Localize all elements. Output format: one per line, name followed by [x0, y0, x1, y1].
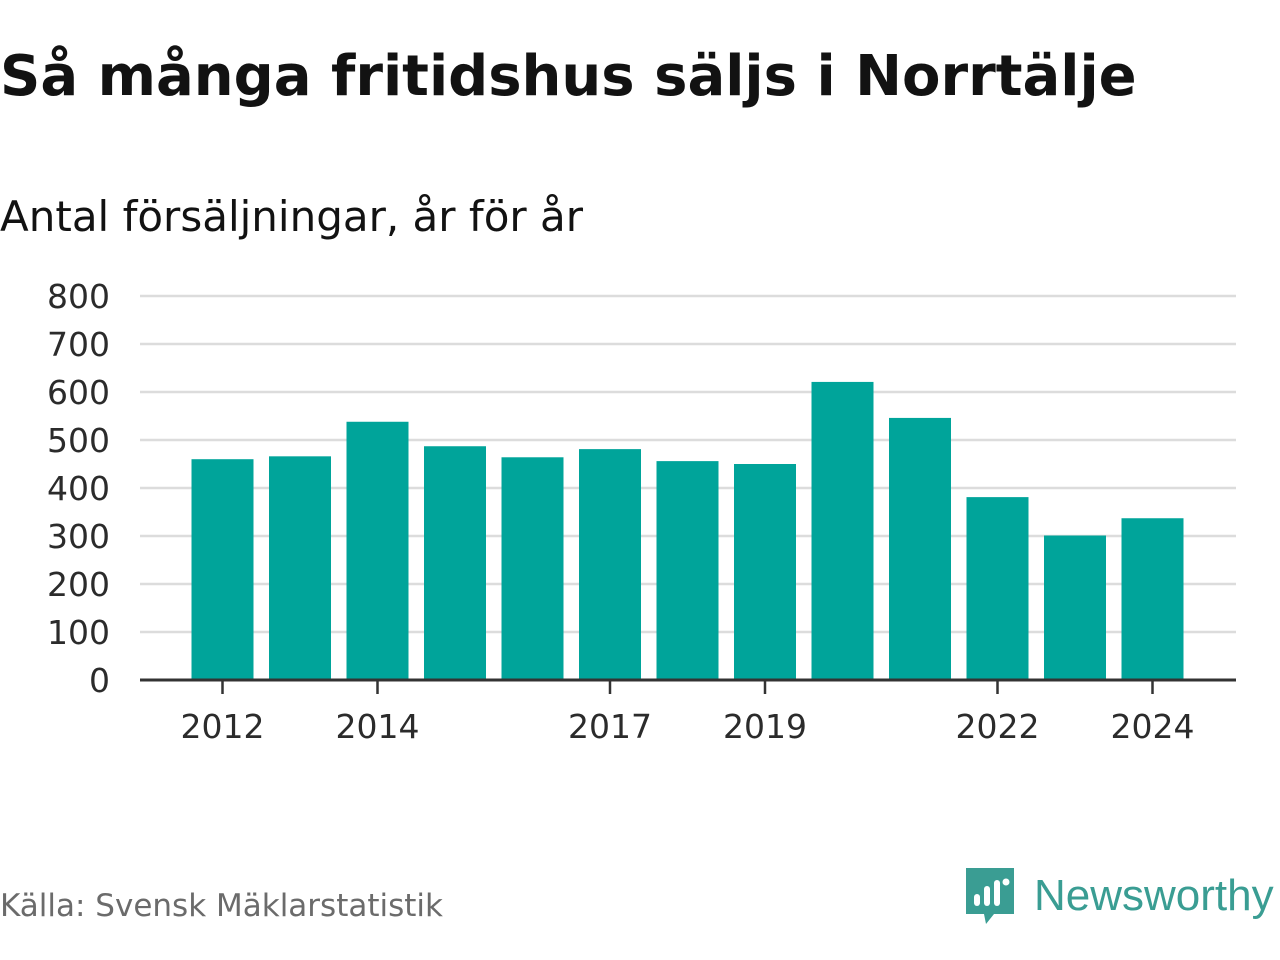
- bar: [501, 457, 564, 680]
- bar: [579, 449, 641, 680]
- bar: [1044, 535, 1106, 680]
- x-tick-label: 2012: [181, 707, 265, 746]
- y-tick-label: 500: [47, 421, 110, 460]
- brand-name: Newsworthy: [1034, 871, 1274, 920]
- bar: [269, 456, 331, 680]
- x-tick-label: 2024: [1111, 707, 1195, 746]
- newsworthy-logo-icon: [966, 868, 1014, 924]
- bar: [191, 459, 254, 680]
- bar: [424, 446, 486, 680]
- x-axis-labels: 2012 2014 2017 2019 2022 2024: [181, 707, 1195, 746]
- bar: [811, 381, 874, 680]
- x-tick-label: 2014: [336, 707, 420, 746]
- y-tick-label: 700: [47, 325, 110, 364]
- bar: [346, 421, 409, 680]
- y-tick-label: 100: [47, 613, 110, 652]
- brand-logo[interactable]: Newsworthy: [964, 866, 1274, 926]
- bar: [1121, 518, 1184, 680]
- x-tick-label: 2022: [956, 707, 1040, 746]
- y-tick-label: 300: [47, 517, 110, 556]
- y-axis-labels: 0 100 200 300 400 500 600 700 800: [47, 277, 110, 700]
- y-tick-label: 0: [89, 661, 110, 700]
- y-tick-label: 800: [47, 277, 110, 316]
- bar: [656, 461, 719, 680]
- x-tick-label: 2019: [723, 707, 807, 746]
- source-note: Källa: Svensk Mäklarstatistik: [0, 888, 443, 924]
- x-tick-label: 2017: [568, 707, 652, 746]
- x-axis: [140, 678, 1236, 694]
- y-tick-label: 600: [47, 373, 110, 412]
- bars: [191, 381, 1184, 680]
- chart-subtitle: Antal försäljningar, år för år: [0, 192, 584, 241]
- y-tick-label: 200: [47, 565, 110, 604]
- bar: [889, 417, 951, 680]
- chart-title: Så många fritidshus säljs i Norrtälje: [0, 44, 1137, 109]
- bar: [734, 464, 796, 680]
- y-tick-label: 400: [47, 469, 110, 508]
- bar: [966, 497, 1029, 680]
